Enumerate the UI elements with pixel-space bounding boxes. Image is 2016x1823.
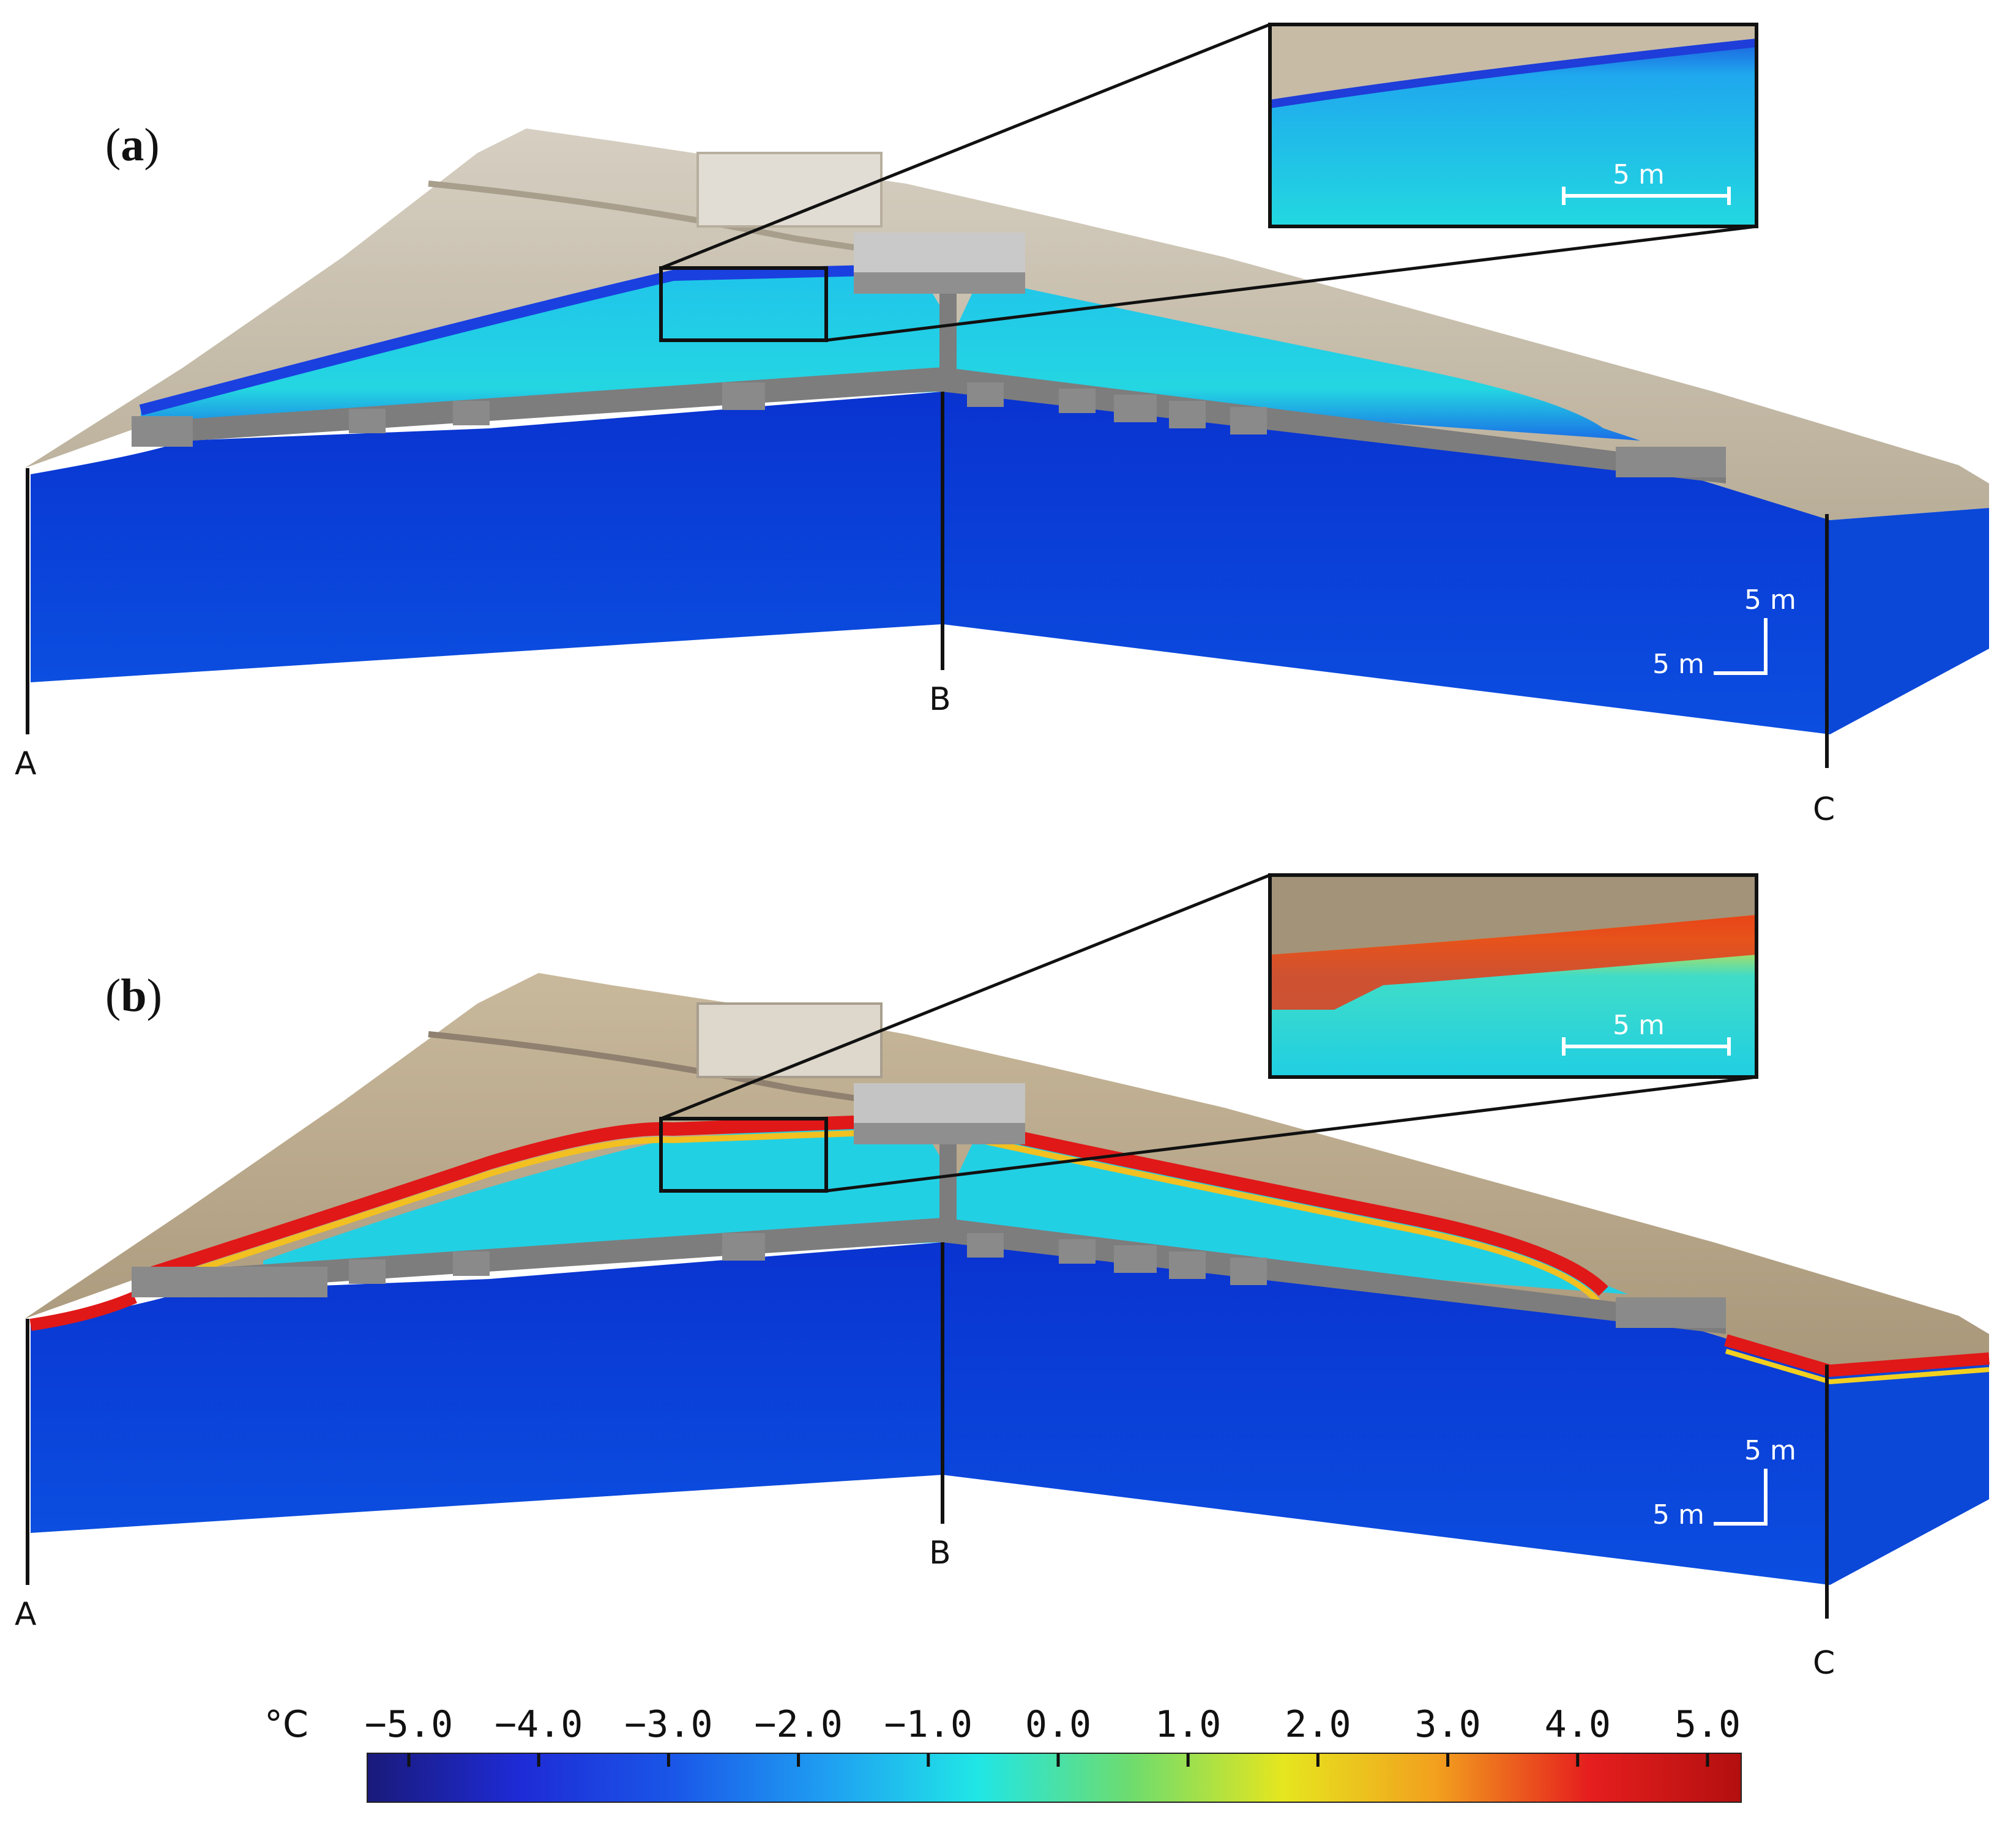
panel-a: A B C 5 m 5 m 5 m (a) bbox=[15, 23, 1989, 828]
tunnel-portal-left bbox=[132, 416, 193, 447]
section-face-right bbox=[943, 1242, 1830, 1585]
tunnel-portal-right bbox=[1616, 1297, 1726, 1328]
zoom-connector bbox=[826, 225, 1757, 342]
point-label-a: A bbox=[15, 1596, 37, 1633]
colorbar-tick-label: 0.0 bbox=[1025, 1703, 1091, 1746]
tunnel-chamber bbox=[722, 382, 765, 410]
portal-building-roof bbox=[854, 233, 1025, 275]
zoom-connector bbox=[660, 23, 1271, 270]
tunnel-chamber bbox=[1169, 1251, 1206, 1279]
colorbar-tick-label: 5.0 bbox=[1674, 1703, 1741, 1746]
zoom-box bbox=[659, 266, 828, 342]
tunnel-chamber bbox=[1230, 1258, 1267, 1285]
tunnel-chamber bbox=[967, 382, 1004, 407]
tunnel-chamber bbox=[1059, 389, 1096, 413]
panel-b: A B C 5 m 5 m 5 m (b) bbox=[15, 873, 1990, 1682]
point-label-b: B bbox=[929, 681, 951, 718]
section-face-left bbox=[31, 392, 943, 682]
portal-building-side bbox=[854, 272, 1025, 294]
surface-warm-glow-right bbox=[1725, 1349, 1990, 1385]
tunnel-chamber bbox=[349, 409, 386, 433]
colorbar-tick-label: −4.0 bbox=[495, 1703, 583, 1746]
inset-terrain bbox=[1270, 875, 1757, 955]
inset-scale-bar bbox=[1562, 1037, 1731, 1056]
section-face-end bbox=[1830, 1359, 1989, 1585]
tunnel-chamber bbox=[453, 401, 490, 425]
inset-panel: 5 m bbox=[1268, 873, 1758, 1079]
tunnel-chamber bbox=[1114, 395, 1157, 422]
scale-bar-corner bbox=[1714, 618, 1768, 675]
inset-frame bbox=[1268, 23, 1758, 228]
inset-scale-bar bbox=[1562, 187, 1731, 205]
inset-scale-label: 5 m bbox=[1613, 159, 1665, 190]
colorbar-tick-label: −3.0 bbox=[624, 1703, 713, 1746]
tunnel-chamber bbox=[1114, 1245, 1157, 1273]
point-label-a: A bbox=[15, 745, 37, 782]
tunnel bbox=[141, 367, 1726, 483]
surface-warm-band-right bbox=[1724, 1334, 1990, 1378]
section-face-left bbox=[31, 1242, 943, 1533]
surface-warm-band-left bbox=[29, 1291, 137, 1331]
colorbar-tick-label: 1.0 bbox=[1155, 1703, 1221, 1746]
scale-bar-corner bbox=[1714, 1469, 1768, 1526]
scale-horizontal-label: 5 m bbox=[1652, 649, 1704, 680]
scale-vertical-label: 5 m bbox=[1744, 1435, 1796, 1466]
tunnel-chamber bbox=[967, 1233, 1004, 1258]
portal-building-roof bbox=[854, 1083, 1025, 1126]
permafrost-edge bbox=[139, 264, 919, 416]
tunnel-chamber bbox=[1169, 401, 1206, 428]
tunnel-chamber bbox=[1230, 407, 1267, 434]
tunnel-portal-right bbox=[1616, 447, 1726, 477]
colorbar-tick-label: 3.0 bbox=[1414, 1703, 1480, 1746]
tunnel-chamber bbox=[453, 1251, 490, 1276]
panel-label-a: (a) bbox=[105, 119, 160, 171]
terrain-buildings bbox=[696, 1002, 883, 1078]
point-label-c: C bbox=[1813, 791, 1835, 828]
scale-horizontal-label: 5 m bbox=[1652, 1499, 1704, 1530]
scale-vertical-label: 5 m bbox=[1744, 584, 1796, 616]
section-face-end bbox=[1830, 508, 1989, 734]
colorbar-ticks: −5.0 −4.0 −3.0 −2.0 −1.0 0.0 1.0 2.0 3.0 4.0 5.0 bbox=[365, 1703, 1741, 1767]
colorbar-tick-label: −1.0 bbox=[884, 1703, 973, 1746]
colorbar-tick-label: −5.0 bbox=[365, 1703, 454, 1746]
portal-building-side bbox=[854, 1123, 1025, 1144]
inset-scale-label: 5 m bbox=[1613, 1010, 1665, 1041]
colorbar-gradient bbox=[367, 1753, 1742, 1803]
colorbar-tick-label: 4.0 bbox=[1545, 1703, 1611, 1746]
point-label-c: C bbox=[1813, 1645, 1835, 1682]
panel-label-b: (b) bbox=[105, 970, 162, 1021]
tunnel bbox=[141, 1218, 1726, 1334]
colorbar-unit: °C bbox=[264, 1703, 308, 1746]
zoom-box bbox=[659, 1117, 828, 1193]
colorbar-tick-label: −2.0 bbox=[754, 1703, 843, 1746]
terrain-buildings bbox=[696, 152, 883, 228]
tunnel-chamber bbox=[722, 1233, 765, 1261]
tunnel-portal-left bbox=[132, 1267, 327, 1297]
section-face-right bbox=[943, 392, 1830, 734]
inset-warm-layer bbox=[1270, 915, 1757, 1010]
inset-frame bbox=[1268, 873, 1758, 1079]
tunnel-chamber bbox=[349, 1259, 386, 1284]
zoom-connector bbox=[826, 1075, 1757, 1193]
colorbar: °C −5.0 −4.0 −3.0 −2.0 −1.0 0.0 1.0 2.0 3.0 4.0 5.… bbox=[264, 1703, 1742, 1803]
inset-surface-edge bbox=[1269, 39, 1757, 108]
tunnel-chamber bbox=[1059, 1239, 1096, 1264]
point-label-b: B bbox=[929, 1535, 951, 1571]
zoom-connector bbox=[660, 873, 1271, 1120]
colorbar-tick-label: 2.0 bbox=[1285, 1703, 1351, 1746]
inset-panel: 5 m bbox=[1268, 23, 1758, 228]
